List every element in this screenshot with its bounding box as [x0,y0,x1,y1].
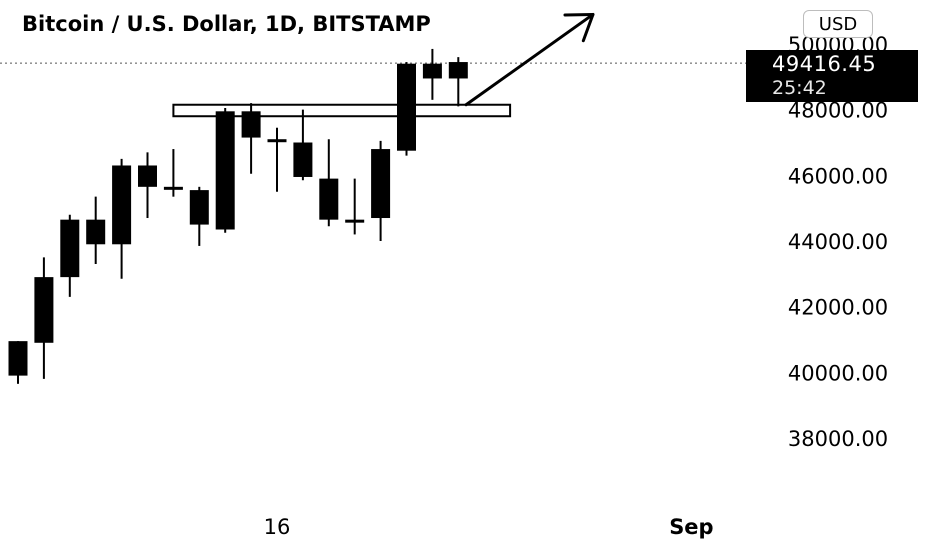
x-axis-tick-label: 16 [264,515,291,539]
y-axis-tick-label: 38000.00 [788,427,888,451]
candle-body [267,139,287,143]
candle [293,109,313,181]
candle [215,108,235,233]
x-axis-tick-label: Sep [669,515,713,539]
last-price-value: 49416.45 [772,52,877,76]
candle [34,257,54,379]
trend-arrow-head [563,12,595,43]
candle-body [138,165,157,187]
y-axis-tick-label: 48000.00 [788,99,888,123]
candle [422,48,442,100]
candle-body [319,178,339,220]
candles-layer [8,48,468,384]
y-axis-tick-label: 42000.00 [788,296,888,320]
trend-arrow-shaft [464,12,595,107]
candle-body [397,63,416,151]
candle-body [422,63,442,79]
candle-body [8,341,28,376]
currency-button[interactable]: USD [803,10,873,38]
last-price-label: 49416.45 25:42 [746,50,918,102]
candle [241,103,261,174]
candle-body [163,186,183,190]
candle [397,62,416,156]
candle [86,196,106,264]
candle [8,341,28,384]
trend-arrow [464,12,595,107]
candle-body [215,111,235,230]
candle-body [345,219,365,223]
candle-body [60,219,80,278]
candle [189,186,209,246]
candle [319,139,339,227]
candle [371,140,391,241]
y-axis: 38000.00 40000.00 42000.00 44000.00 46000.00… [788,33,888,451]
y-axis-tick-label: 44000.00 [788,230,888,254]
candle [163,149,183,197]
candle [448,57,468,107]
candle-countdown: 25:42 [772,77,827,99]
candle-body [86,219,106,245]
y-axis-tick-label: 40000.00 [788,361,888,385]
candle-body [241,111,261,138]
candle [267,127,287,192]
y-axis-tick-label: 46000.00 [788,164,888,188]
candle-body [189,190,209,225]
candle-body [112,165,132,245]
candle [138,152,157,219]
x-axis: 16 Sep [264,515,714,539]
candle-body [34,277,54,343]
support-zone-rectangle [172,103,512,118]
candle [112,158,132,279]
candle-body [371,149,391,219]
chart-title: Bitcoin / U.S. Dollar, 1D, BITSTAMP [22,12,431,36]
candle [60,214,80,297]
drawings-layer [172,12,595,118]
candle-body [448,62,468,79]
candle-body [293,142,313,177]
candle [345,178,365,235]
